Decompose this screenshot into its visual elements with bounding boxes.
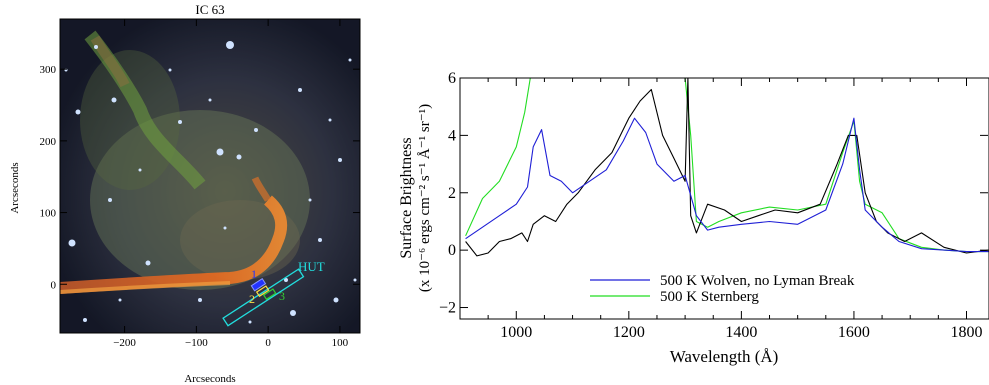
plot-xtick-label: 1000 (500, 324, 532, 341)
aperture-2 (255, 285, 270, 298)
plot-frame (459, 77, 989, 320)
plot-ytick-label: −2 (439, 300, 456, 317)
nebula-image-panel: IC 63 (9, 2, 361, 385)
plot-xtick-label: 1400 (725, 324, 757, 341)
image-ytick-label: 0 (51, 279, 57, 291)
image-ytick-label: 200 (40, 136, 57, 148)
legend-label-sternberg: 500 K Sternberg (660, 289, 759, 305)
plot-ytick-label: 2 (448, 185, 456, 202)
plot-xtick-label: 1200 (613, 324, 645, 341)
series-sternberg-line (465, 78, 989, 253)
image-xtick-label: −200 (113, 337, 136, 349)
plot-xlabel: Wavelength (Å) (670, 347, 779, 366)
image-ylabel: Arcseconds (9, 162, 21, 213)
image-xtick-label: 0 (265, 337, 271, 349)
image-title: IC 63 (195, 2, 224, 17)
series-layer (465, 78, 989, 257)
aperture-3 (262, 288, 277, 301)
plot-ytick-label: 6 (448, 70, 456, 87)
legend-label-wolven: 500 K Wolven, no Lyman Break (660, 273, 855, 289)
hut-aperture (222, 268, 305, 327)
aperture-label-2: 2 (249, 292, 255, 306)
aperture-label-3: 3 (279, 289, 285, 303)
aperture-label-hut: HUT (298, 259, 325, 274)
image-xtick-label: 100 (332, 337, 349, 349)
aperture-1 (250, 277, 267, 292)
plot-ylabel-line2: (x 10⁻⁶ ergs cm⁻² s⁻¹ Å⁻¹ sr⁻¹) (417, 104, 433, 292)
legend: 500 K Wolven, no Lyman Break 500 K Stern… (590, 273, 855, 305)
plot-axis-ticks: 1000 1200 1400 1600 1800 −2 0 2 4 6 (439, 70, 988, 341)
image-ytick-label: 300 (40, 64, 57, 76)
plot-xtick-label: 1800 (950, 324, 982, 341)
image-axis-ticks: −200 −100 0 100 0 100 200 300 (40, 19, 360, 349)
image-xtick-label: −100 (185, 337, 208, 349)
aperture-label-1: 1 (251, 267, 257, 281)
series-observed-line (465, 78, 989, 257)
spectrum-plot: 1000 1200 1400 1600 1800 −2 0 2 4 6 500 K Wolven,… (398, 70, 989, 366)
plot-ytick-label: 0 (448, 242, 456, 259)
plot-ytick-label: 4 (448, 127, 456, 144)
nebula-image (60, 19, 360, 333)
image-ytick-label: 100 (40, 208, 57, 220)
plot-ylabel-line1: Surface Brightness (398, 137, 415, 258)
image-xlabel: Arcseconds (184, 373, 235, 385)
series-wolven-line (465, 117, 989, 253)
plot-xtick-label: 1600 (838, 324, 870, 341)
